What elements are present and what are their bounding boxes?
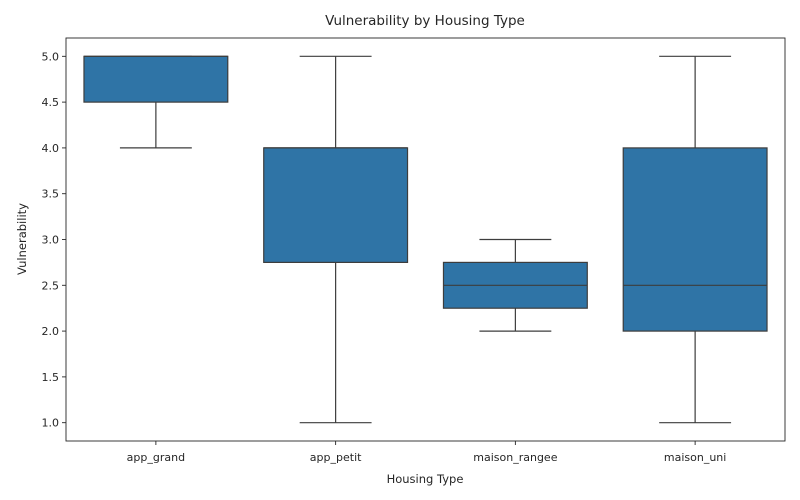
- axes: app_grand app_petit maison_rangee maison_un…: [42, 37, 786, 464]
- box-group-app_petit: [263, 55, 409, 424]
- x-tick-label: maison_uni: [664, 451, 726, 464]
- box-group-maison_rangee: [442, 238, 588, 332]
- box-group-app_grand: [83, 55, 229, 149]
- x-tick-label: app_petit: [310, 451, 362, 464]
- plot-area: [83, 55, 768, 424]
- y-tick-label: 2.5: [42, 279, 60, 292]
- plot-frame: [65, 37, 786, 442]
- y-axis-label: Vulnerability: [15, 203, 29, 275]
- y-tick-label: 1.0: [42, 417, 60, 430]
- x-axis-label: Housing Type: [387, 472, 464, 486]
- box-iqr: [263, 147, 409, 263]
- x-tick-label: maison_rangee: [473, 451, 557, 464]
- y-tick-label: 4.5: [42, 96, 60, 109]
- y-tick-label: 4.0: [42, 142, 60, 155]
- y-tick-label: 2.0: [42, 325, 60, 338]
- y-tick-label: 5.0: [42, 50, 60, 63]
- chart-title: Vulnerability by Housing Type: [325, 13, 525, 29]
- box-iqr: [622, 147, 768, 332]
- x-tick-label: app_grand: [127, 451, 185, 464]
- y-tick-label: 1.5: [42, 371, 60, 384]
- box-group-maison_uni: [622, 55, 768, 424]
- y-tick-label: 3.5: [42, 188, 60, 201]
- y-tick-label: 3.0: [42, 234, 60, 247]
- box-iqr: [83, 55, 229, 103]
